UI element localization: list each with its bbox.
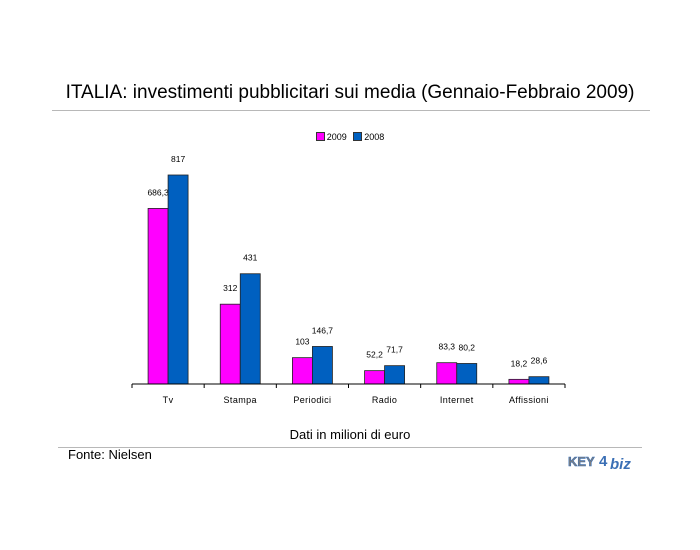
data-label-2008-affissioni: 28,6 — [531, 356, 548, 366]
footer-divider — [58, 447, 642, 448]
logo-key-text: KEY — [568, 454, 595, 469]
logo-graphic: KEY 4 biz — [568, 453, 632, 473]
bar-2008-radio — [384, 365, 405, 385]
logo-digit-text: 4 — [599, 453, 608, 470]
data-label-2009-periodici: 103 — [295, 337, 309, 347]
data-label-2009-internet: 83,3 — [438, 342, 455, 352]
chart-title: ITALIA: investimenti pubblicitari sui me… — [65, 82, 635, 103]
data-label-2008-periodici: 146,7 — [312, 325, 334, 335]
x-tick-label-internet: Internet — [440, 395, 474, 405]
bar-2009-internet — [436, 362, 458, 385]
legend-item-2009: 2009 — [315, 132, 347, 143]
bar-2008-internet — [456, 363, 478, 385]
bar-2009-radio — [364, 370, 385, 385]
bar-2008-tv — [167, 174, 189, 385]
bar-2008-affissioni — [528, 376, 550, 385]
bar-2009-affissioni — [508, 378, 530, 385]
bar-2009-periodici — [292, 357, 313, 385]
legend-swatch-2009 — [315, 132, 325, 141]
data-label-2009-stampa: 312 — [223, 283, 237, 293]
legend-item-2008: 2008 — [353, 132, 384, 143]
bar-2009-tv — [147, 208, 169, 385]
data-label-2008-tv: 817 — [171, 154, 185, 164]
title-divider — [52, 110, 650, 111]
x-tick-label-stampa: Stampa — [224, 395, 257, 405]
legend-label-2009: 2009 — [326, 132, 347, 142]
bar-2008-periodici — [312, 346, 333, 385]
chart-legend: 2009 2008 — [0, 132, 700, 143]
source-note: Fonte: Nielsen — [68, 447, 152, 462]
data-label-2009-affissioni: 18,2 — [511, 358, 528, 368]
legend-swatch-2008 — [353, 132, 363, 141]
key4biz-logo: KEY 4 biz — [566, 452, 640, 479]
x-tick-label-affissioni: Affissioni — [509, 395, 549, 405]
unit-note: Dati in milioni di euro — [289, 427, 411, 442]
x-tick-label-tv: Tv — [163, 395, 174, 405]
x-tick-label-radio: Radio — [372, 395, 398, 405]
data-label-2009-radio: 52,2 — [366, 350, 383, 360]
bar-2008-stampa — [239, 273, 261, 385]
data-label-2008-radio: 71,7 — [386, 345, 403, 355]
x-tick-label-periodici: Periodici — [293, 395, 331, 405]
logo-biz-text: biz — [610, 456, 631, 473]
data-label-2008-internet: 80,2 — [458, 342, 475, 352]
data-label-2009-tv: 686,3 — [147, 187, 169, 197]
bar-2009-stampa — [219, 303, 241, 385]
data-label-2008-stampa: 431 — [243, 253, 257, 263]
legend-label-2008: 2008 — [364, 132, 385, 142]
